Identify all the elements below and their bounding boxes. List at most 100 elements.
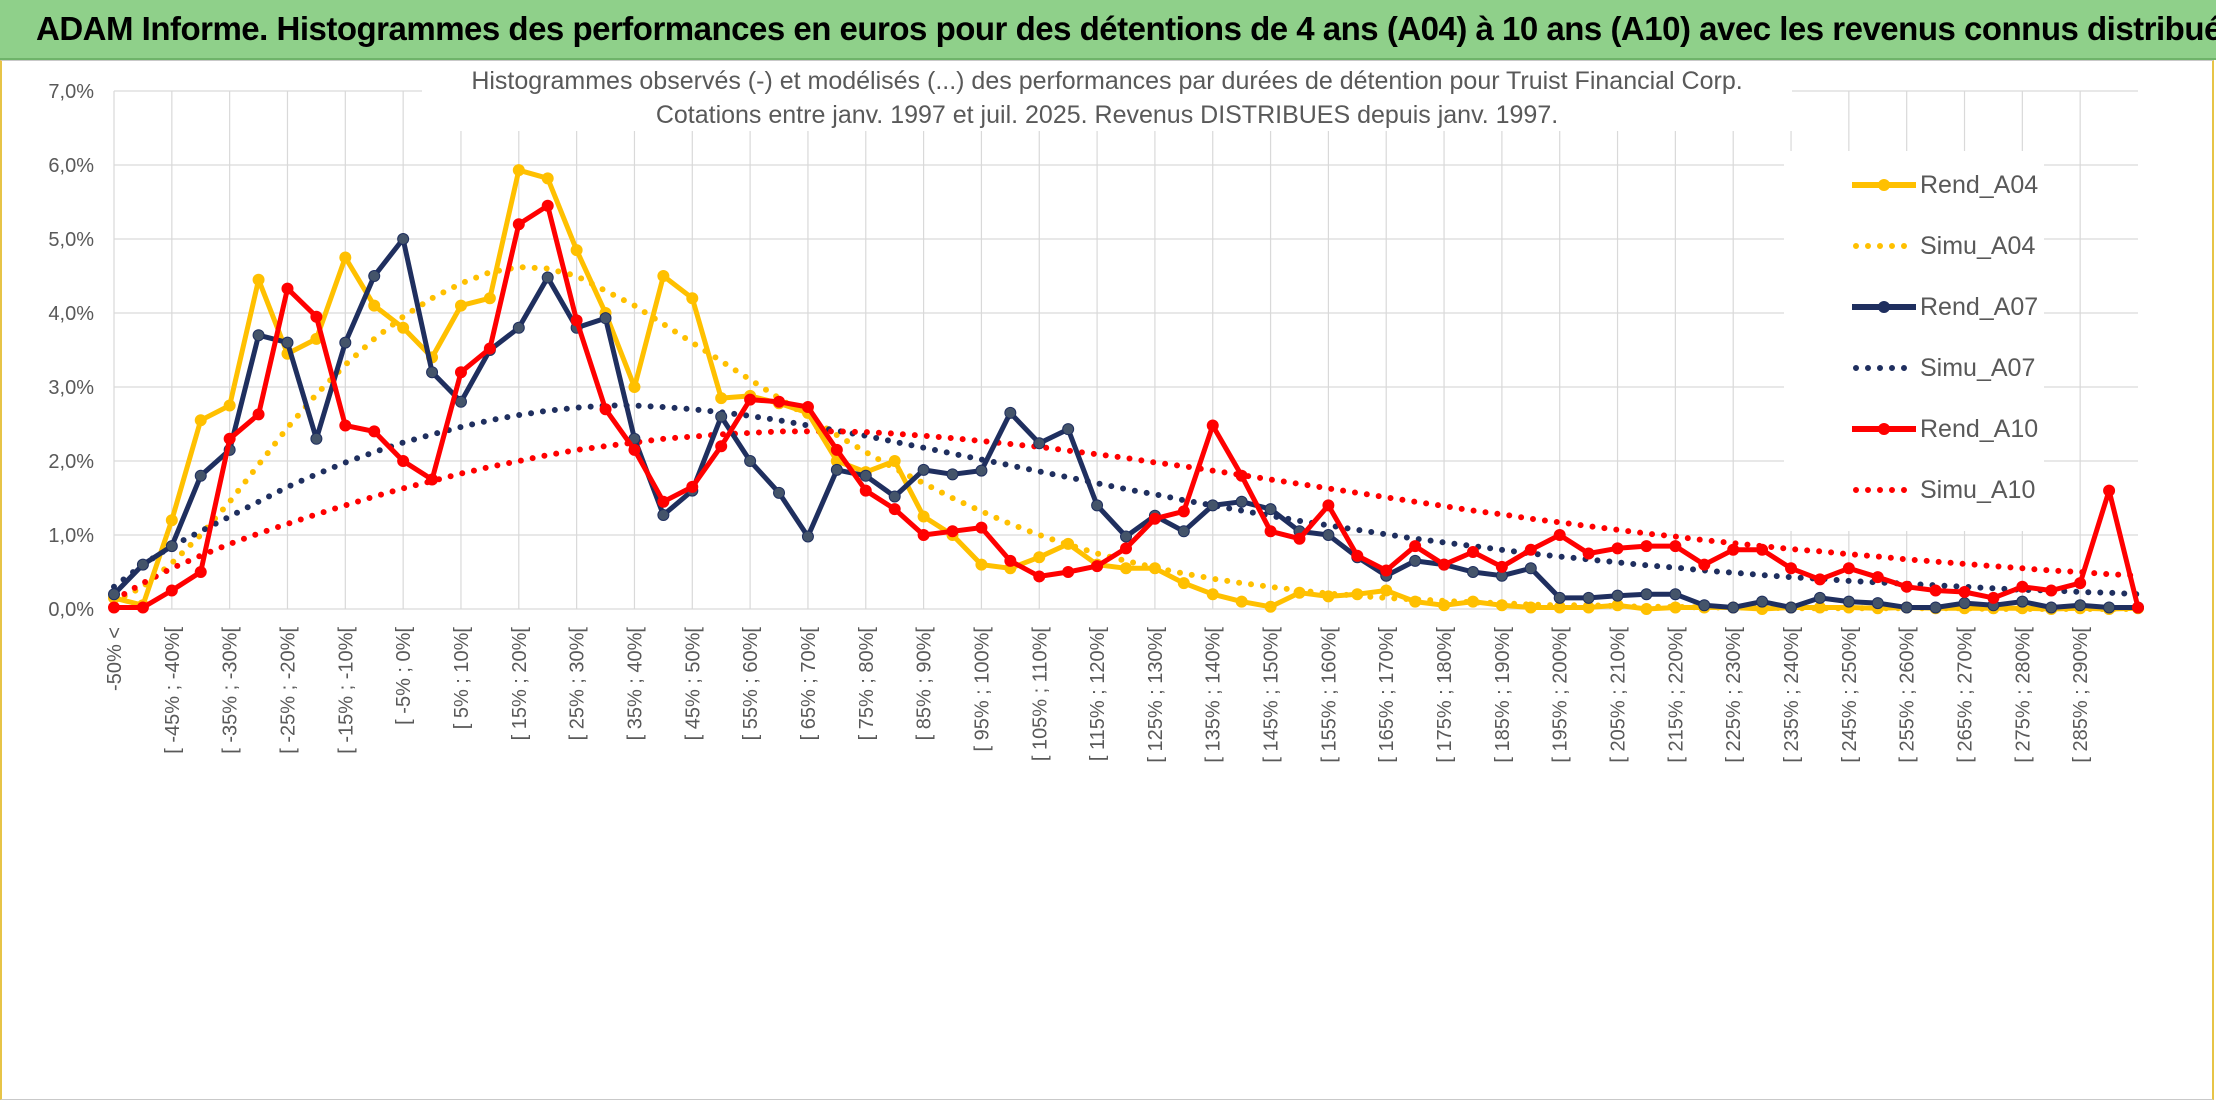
data-point-rend-a07	[1177, 525, 1190, 538]
data-point-rend-a10	[136, 601, 149, 614]
data-point-rend-a07	[2074, 599, 2087, 612]
data-point-rend-a04	[1351, 588, 1364, 601]
x-tick-label: [ 15% ; 20%[	[509, 627, 531, 741]
data-point-rend-a07	[1669, 588, 1682, 601]
data-point-rend-a10	[1351, 549, 1364, 562]
data-point-rend-a07	[1640, 588, 1653, 601]
data-point-rend-a10	[1900, 580, 1913, 593]
y-tick-label: 0,0%	[48, 599, 94, 621]
x-tick-label: [ 95% ; 100%[	[971, 627, 993, 752]
data-point-rend-a04	[917, 510, 930, 523]
x-tick-label: [ 35% ; 40%[	[624, 627, 646, 741]
data-point-rend-a10	[975, 521, 988, 534]
series-line-simu-a10	[111, 428, 2141, 604]
data-point-rend-a10	[888, 503, 901, 516]
chart-subtitle: Cotations entre janv. 1997 et juil. 2025…	[656, 101, 1558, 129]
data-point-rend-a07	[2103, 601, 2116, 614]
x-tick-label: [ 155% ; 160%[	[1318, 627, 1340, 763]
data-point-rend-a04	[628, 381, 641, 393]
data-point-rend-a07	[946, 468, 959, 481]
x-tick-label: [ 255% ; 260%[	[1897, 627, 1919, 763]
data-point-rend-a10	[773, 395, 786, 408]
data-point-rend-a10	[194, 566, 207, 578]
title-background	[422, 63, 1792, 131]
data-point-rend-a10	[108, 601, 120, 614]
data-point-rend-a10	[1148, 512, 1161, 525]
data-point-rend-a07	[917, 463, 930, 476]
data-point-rend-a07	[1524, 562, 1537, 575]
legend-label-simu-a10: Simu_A10	[1920, 476, 2035, 504]
data-point-rend-a07	[512, 321, 525, 334]
data-point-rend-a10	[801, 400, 814, 413]
data-point-rend-a10	[2045, 584, 2058, 597]
legend-label-simu-a04: Simu_A04	[1920, 232, 2035, 260]
data-point-rend-a10	[1004, 554, 1017, 567]
data-point-rend-a10	[2132, 601, 2144, 614]
legend-marker-dot-rend-a07	[1878, 301, 1890, 313]
data-point-rend-a07	[426, 366, 439, 379]
data-point-rend-a10	[1582, 547, 1595, 560]
legend-label-simu-a07: Simu_A07	[1920, 354, 2035, 382]
data-point-rend-a04	[1669, 601, 1682, 614]
data-point-rend-a07	[1322, 529, 1335, 541]
x-tick-label: [ -35% ; -30%[	[220, 627, 242, 754]
data-point-rend-a07	[1062, 423, 1075, 436]
data-point-rend-a07	[1871, 597, 1884, 610]
y-tick-label: 3,0%	[48, 377, 94, 399]
x-tick-label: [ 45% ; 50%[	[682, 627, 704, 741]
x-tick-label: [ 185% ; 190%[	[1492, 627, 1514, 763]
x-tick-label: [ 235% ; 240%[	[1781, 627, 1803, 763]
data-point-rend-a10	[512, 218, 525, 231]
x-tick-label: [ -15% ; -10%[	[335, 627, 357, 754]
data-point-rend-a10	[657, 495, 670, 508]
data-point-rend-a10	[1409, 540, 1422, 553]
data-point-rend-a07	[1929, 601, 1942, 614]
data-point-rend-a10	[1380, 564, 1393, 577]
data-point-rend-a04	[570, 244, 583, 257]
x-tick-label: [ 265% ; 270%[	[1955, 627, 1977, 763]
data-point-rend-a10	[541, 199, 554, 212]
data-point-rend-a10	[339, 419, 352, 432]
x-tick-label: [ -5% ; 0%[	[393, 627, 415, 725]
report-title: ADAM Informe. Histogrammes des performan…	[36, 10, 2216, 47]
x-tick-label: [ 55% ; 60%[	[740, 627, 762, 741]
x-tick-label: [ 215% ; 220%[	[1665, 627, 1687, 763]
data-point-rend-a10	[686, 480, 699, 493]
data-point-rend-a10	[1727, 543, 1740, 556]
data-point-rend-a07	[281, 336, 294, 349]
chart-title: Histogrammes observés (-) et modélisés (…	[471, 67, 1742, 95]
data-point-rend-a04	[397, 321, 410, 334]
data-point-rend-a04	[657, 270, 670, 282]
y-tick-label: 7,0%	[48, 81, 94, 103]
data-point-rend-a04	[252, 273, 265, 286]
data-point-rend-a07	[859, 469, 872, 482]
data-point-rend-a07	[1206, 499, 1219, 512]
data-point-rend-a10	[599, 403, 612, 416]
data-point-rend-a10	[223, 432, 236, 445]
x-tick-label: [ 145% ; 150%[	[1261, 627, 1283, 763]
data-point-rend-a10	[570, 314, 583, 327]
data-point-rend-a04	[888, 455, 901, 467]
data-point-rend-a10	[1524, 543, 1537, 556]
data-point-rend-a07	[2016, 595, 2029, 608]
legend-marker-dot-rend-a04	[1878, 179, 1890, 191]
data-point-rend-a07	[975, 464, 988, 477]
data-point-rend-a07	[1091, 499, 1104, 512]
data-point-rend-a04	[1409, 595, 1422, 608]
data-point-rend-a07	[1235, 495, 1248, 508]
data-point-rend-a04	[1062, 537, 1075, 550]
x-tick-label: [ -45% ; -40%[	[162, 627, 184, 754]
data-point-rend-a07	[599, 312, 612, 325]
report-banner: ADAM Informe. Histogrammes des performan…	[0, 0, 2216, 60]
legend-label-rend-a07: Rend_A07	[1920, 293, 2038, 321]
data-point-rend-a07	[1698, 599, 1711, 612]
x-tick-label: [ 115% ; 120%[	[1087, 627, 1109, 762]
data-point-rend-a10	[2074, 577, 2087, 590]
data-point-rend-a04	[541, 172, 554, 185]
chart-frame: 0,0% 1,0% 2,0% 3,0% 4,0% 5,0% 6,0% 7,0% -50% < [ …	[0, 60, 2214, 1100]
data-point-rend-a10	[1062, 566, 1075, 578]
x-tick-label: [ 25% ; 30%[	[567, 627, 589, 741]
x-tick-label: [ 65% ; 70%[	[798, 627, 820, 741]
data-point-rend-a07	[715, 410, 728, 423]
